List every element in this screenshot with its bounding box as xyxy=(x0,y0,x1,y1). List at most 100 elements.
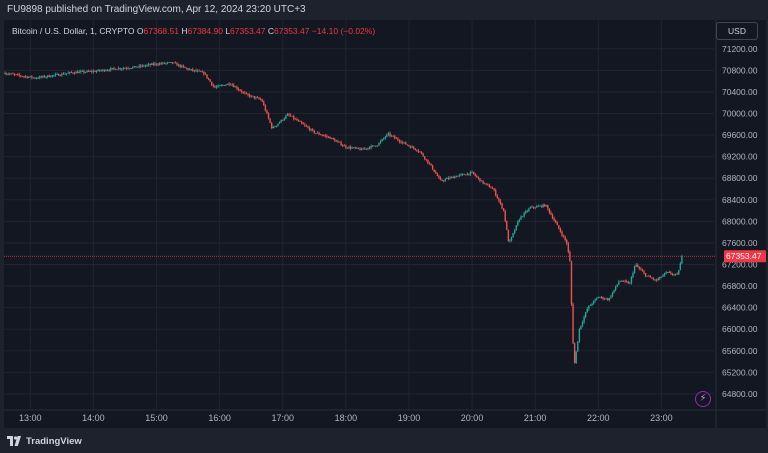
candle-body xyxy=(422,153,424,157)
legend-open-label: O xyxy=(136,26,144,36)
candle-body xyxy=(389,133,391,136)
candle-body xyxy=(643,271,645,274)
candle-body xyxy=(196,70,199,72)
candle-body xyxy=(168,62,170,64)
candle-body xyxy=(534,207,536,209)
candle-body xyxy=(624,280,626,282)
candle-body xyxy=(613,289,615,293)
candle-body xyxy=(218,85,221,87)
publish-line: FU9898 published on TradingView.com, Apr… xyxy=(7,4,306,15)
lightning-icon[interactable]: ⚡ xyxy=(695,391,711,407)
candle-body xyxy=(318,132,320,135)
candle-body xyxy=(332,137,334,140)
x-tick-label: 21:00 xyxy=(524,413,547,423)
candle-body xyxy=(247,93,249,95)
candle-body xyxy=(114,68,117,70)
candle-body xyxy=(359,148,361,151)
candle-body xyxy=(103,69,106,72)
candle-body xyxy=(354,147,357,149)
candle-body xyxy=(531,206,533,208)
x-tick-label: 19:00 xyxy=(398,413,421,423)
candle-body xyxy=(261,99,263,102)
candle-body xyxy=(638,266,641,269)
candle-body xyxy=(45,76,47,78)
candle-body xyxy=(95,71,98,72)
candle-body xyxy=(28,76,30,78)
candle-body xyxy=(545,205,547,207)
candle-body xyxy=(468,173,470,175)
candle-body xyxy=(498,198,500,201)
candle-body xyxy=(373,145,375,147)
candle-body xyxy=(5,73,8,75)
candle-body xyxy=(40,76,43,78)
candle-body xyxy=(157,64,159,66)
candle-body xyxy=(26,76,28,78)
candle-body xyxy=(600,297,603,298)
candle-body xyxy=(13,74,16,75)
candle-body xyxy=(31,76,33,78)
candle-body xyxy=(644,273,647,277)
candle-body xyxy=(195,70,197,72)
candle-body xyxy=(618,281,620,285)
currency-button[interactable]: USD xyxy=(716,22,758,40)
candle-body xyxy=(376,145,379,147)
candle-body xyxy=(100,70,102,72)
candle-body xyxy=(83,71,85,73)
candle-body xyxy=(226,83,229,85)
candle-body xyxy=(543,204,546,207)
candle-body xyxy=(135,66,137,68)
candle-body xyxy=(162,62,164,64)
candle-body xyxy=(32,77,35,79)
x-tick-label: 17:00 xyxy=(271,413,294,423)
y-tick-label: 69600.00 xyxy=(722,130,758,140)
candle-body xyxy=(69,72,71,73)
candle-body xyxy=(234,86,237,88)
chart-frame[interactable] xyxy=(4,20,766,428)
candle-body xyxy=(222,85,224,87)
candle-body xyxy=(259,98,262,100)
tradingview-logo[interactable]: TradingView xyxy=(7,434,82,448)
candle-body xyxy=(138,65,140,67)
candle-body xyxy=(39,76,41,79)
candle-body xyxy=(185,67,188,69)
candle-body xyxy=(146,64,148,66)
candle-body xyxy=(523,212,525,217)
candle-body xyxy=(75,71,77,74)
candle-body xyxy=(583,316,585,323)
candle-body xyxy=(337,141,339,142)
candle-body xyxy=(310,129,312,131)
candle-body xyxy=(206,74,208,79)
candle-body xyxy=(605,298,607,300)
candle-body xyxy=(293,116,295,119)
candle-body xyxy=(313,130,315,134)
candle-body xyxy=(4,73,6,75)
candle-body xyxy=(106,70,109,71)
candle-body xyxy=(236,86,238,89)
candlestick-chart[interactable]: 71200.00 70800.00 70400.00 70000.00 69600.00… xyxy=(0,0,768,428)
candle-body xyxy=(594,299,596,301)
candle-body xyxy=(577,341,579,352)
candle-body xyxy=(607,298,609,301)
candle-body xyxy=(651,277,653,279)
candle-body xyxy=(632,272,634,278)
candle-body xyxy=(610,296,612,299)
candle-body xyxy=(143,65,145,67)
candle-body xyxy=(119,68,121,70)
candle-body xyxy=(160,63,162,65)
candle-body xyxy=(548,208,551,213)
candle-body xyxy=(379,141,382,143)
candle-body xyxy=(269,118,271,123)
candle-body xyxy=(72,72,74,74)
legend-low-value: 67353.47 xyxy=(230,26,266,36)
x-tick-label: 16:00 xyxy=(208,413,231,423)
candle-body xyxy=(483,183,486,185)
candle-body xyxy=(89,71,91,72)
candle-body xyxy=(547,205,549,209)
candle-body xyxy=(454,176,456,179)
candle-body xyxy=(16,74,19,76)
candle-body xyxy=(491,188,494,189)
candle-body xyxy=(264,105,267,111)
candle-body xyxy=(285,115,287,119)
candle-body xyxy=(140,65,142,67)
footer-bar xyxy=(0,428,768,453)
